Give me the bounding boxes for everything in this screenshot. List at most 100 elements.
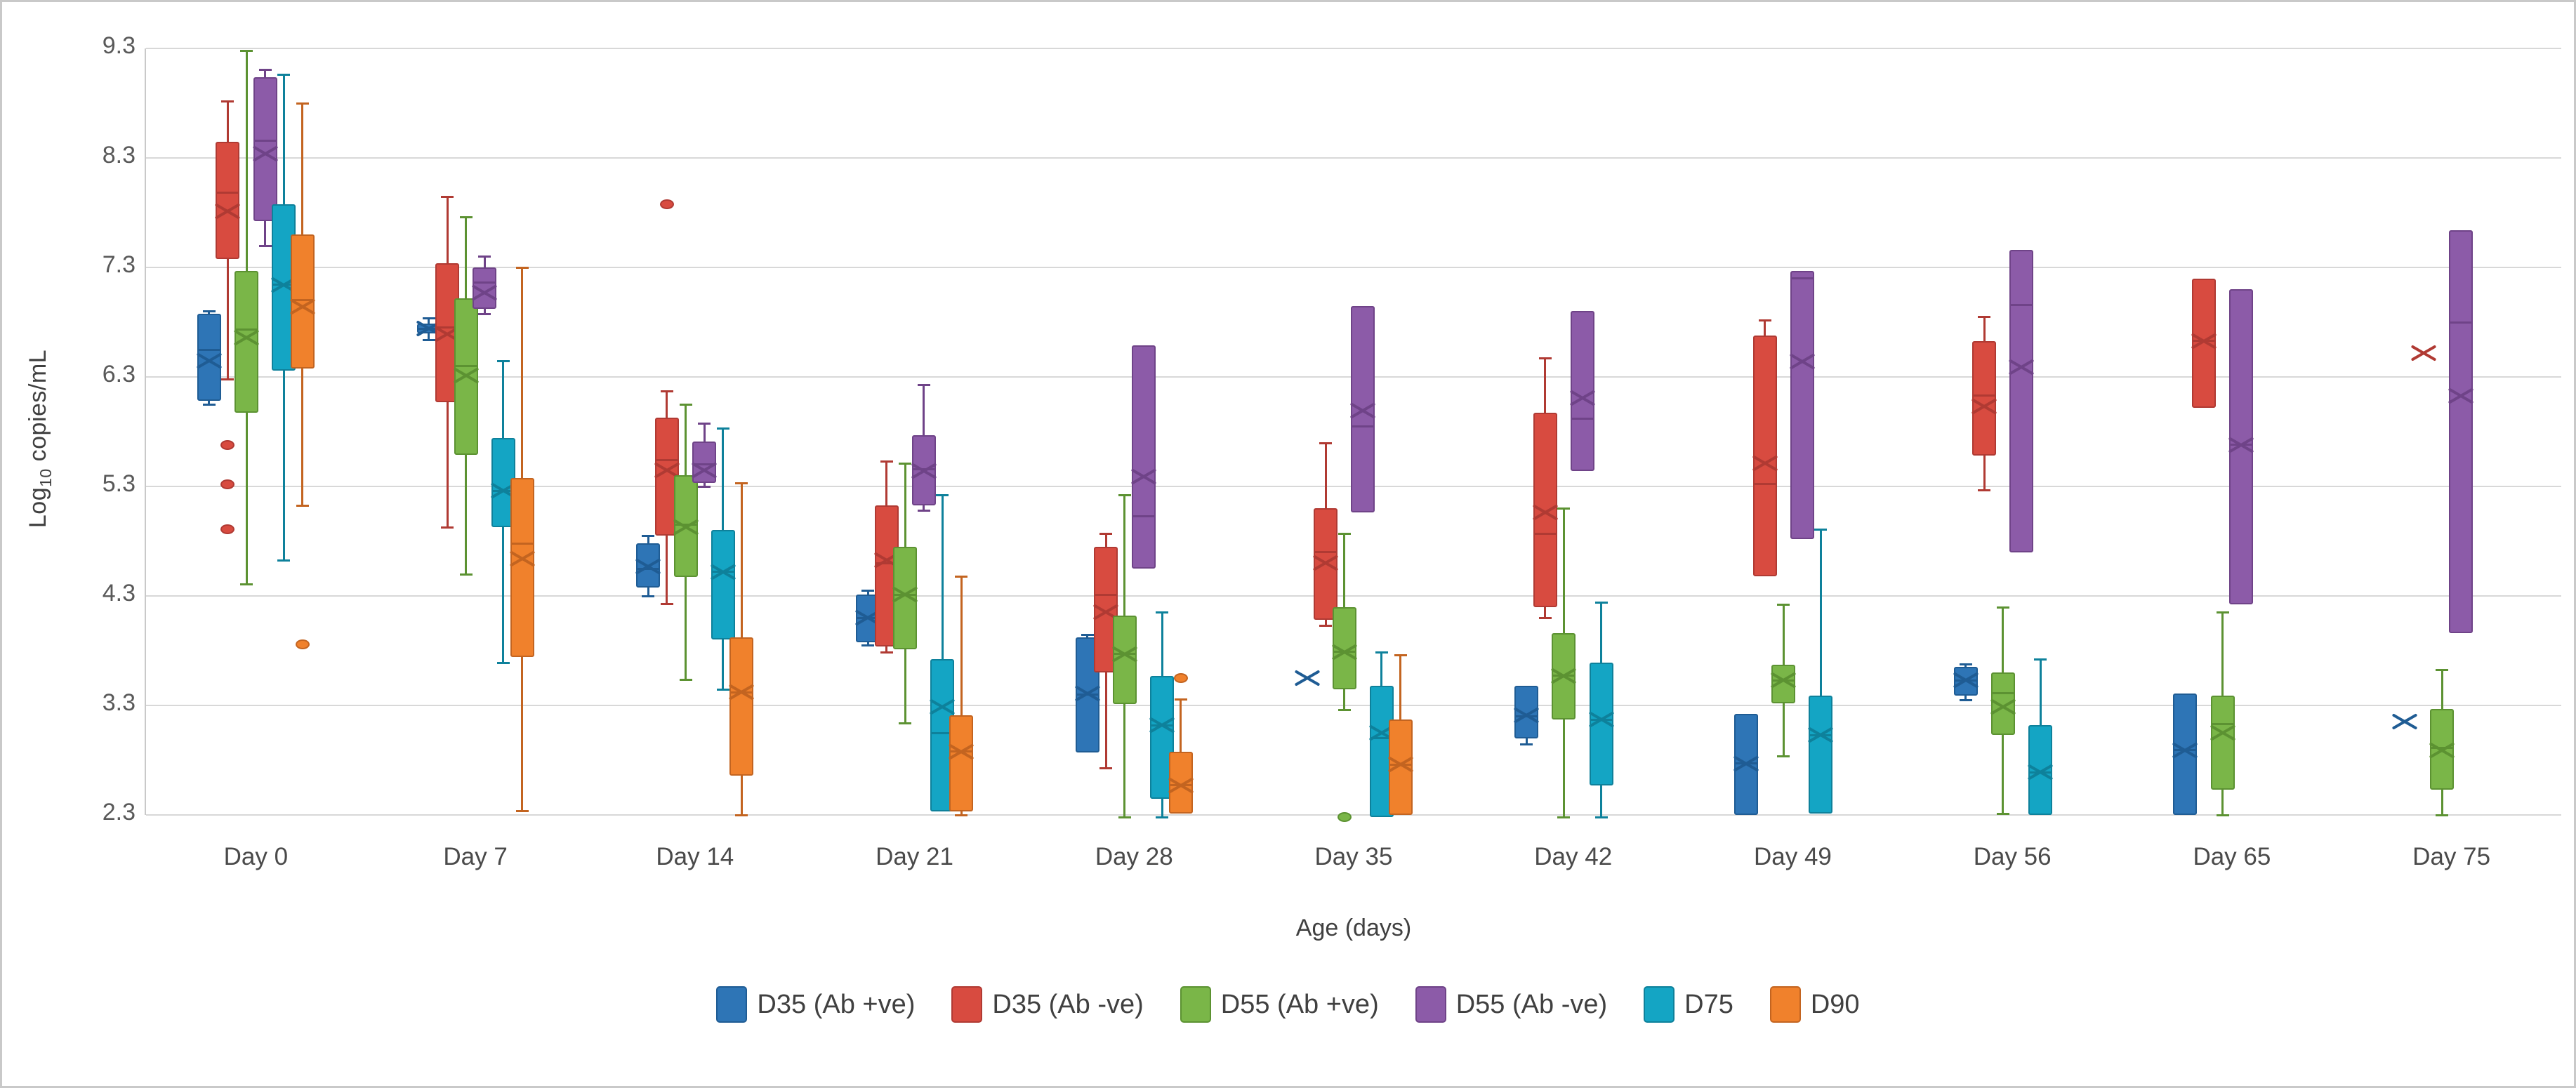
mean-marker <box>472 284 497 302</box>
whisker-cap-upper <box>202 310 216 313</box>
outlier-dot <box>295 639 310 649</box>
whisker-upper <box>740 483 743 638</box>
whisker-cap-lower <box>1557 816 1571 819</box>
x-axis-title: Age (days) <box>1295 915 1412 941</box>
mean-marker <box>2429 741 2455 759</box>
gridline <box>146 814 2561 816</box>
median-line <box>510 542 534 545</box>
whisker-cap-upper <box>642 535 655 538</box>
whisker-upper <box>2440 669 2443 709</box>
whisker-cap-upper <box>1996 606 2009 609</box>
mean-marker <box>1295 669 1320 687</box>
whisker-cap-lower <box>735 814 748 816</box>
mean-marker <box>711 563 736 581</box>
whisker-cap-upper <box>496 359 510 362</box>
whisker-upper <box>1380 651 1383 686</box>
whisker-cap-lower <box>1978 489 1991 491</box>
whisker-lower <box>446 402 449 527</box>
whisker-cap-upper <box>296 102 309 105</box>
whisker-cap-upper <box>1174 698 1187 701</box>
median-line <box>1790 277 1814 280</box>
mean-marker <box>1570 389 1595 407</box>
whisker-cap-lower <box>1099 767 1113 769</box>
legend-label: D90 <box>1810 989 1860 1019</box>
whisker-cap-lower <box>917 510 930 512</box>
x-tick-label: Day 7 <box>443 843 508 870</box>
whisker-lower <box>1324 620 1327 626</box>
whisker-upper <box>1324 442 1327 509</box>
whisker-lower <box>685 577 687 679</box>
whisker-cap-upper <box>1118 494 1131 497</box>
y-tick-label: 2.3 <box>102 799 136 825</box>
mean-marker <box>1075 684 1100 703</box>
whisker-cap-lower <box>258 244 272 247</box>
mean-marker <box>510 550 535 568</box>
legend-swatch <box>1769 986 1801 1023</box>
whisker-cap-lower <box>2436 814 2449 816</box>
whisker-upper <box>1343 533 1346 607</box>
whisker-cap-lower <box>679 678 692 681</box>
box <box>2448 230 2473 634</box>
whisker-cap-lower <box>1337 709 1351 712</box>
median-line <box>1131 515 1156 517</box>
whisker-cap-upper <box>880 460 893 463</box>
box <box>711 530 735 640</box>
mean-marker <box>1112 645 1137 663</box>
gridline <box>146 48 2561 49</box>
median-line <box>2009 303 2034 306</box>
whisker-cap-lower <box>880 651 893 654</box>
mean-marker <box>1771 671 1796 689</box>
median-line <box>1094 593 1118 596</box>
whisker-cap-lower <box>496 662 510 665</box>
whisker-cap-lower <box>277 559 291 562</box>
legend-item: D55 (Ab +ve) <box>1180 986 1379 1023</box>
whisker-cap-lower <box>899 722 912 724</box>
whisker-cap-upper <box>240 50 253 53</box>
mean-marker <box>1733 755 1759 773</box>
whisker-cap-upper <box>1081 633 1094 636</box>
gridline <box>146 705 2561 706</box>
legend-swatch <box>1415 986 1446 1023</box>
whisker-upper <box>1983 317 1986 341</box>
x-tick-label: Day 28 <box>1095 843 1173 870</box>
mean-marker <box>673 518 699 536</box>
whisker-upper <box>941 495 944 660</box>
mean-marker <box>930 698 955 716</box>
whisker-lower <box>465 454 468 574</box>
whisker-cap-lower <box>861 644 875 647</box>
whisker-upper <box>1764 319 1766 336</box>
x-tick-label: Day 49 <box>1753 843 1832 870</box>
mean-marker <box>692 461 717 479</box>
box <box>1809 695 1833 814</box>
whisker-upper <box>2002 606 2004 673</box>
whisker-lower <box>1782 703 1785 756</box>
mean-marker <box>1131 467 1156 486</box>
outlier-dot <box>659 199 674 209</box>
box <box>2210 695 2235 790</box>
whisker-cap-upper <box>1319 442 1333 444</box>
mean-marker <box>197 352 222 370</box>
whisker-upper <box>2221 612 2224 696</box>
whisker-cap-upper <box>698 422 711 425</box>
median-line <box>253 139 277 142</box>
whisker-upper <box>301 103 304 235</box>
whisker-upper <box>1180 698 1182 752</box>
mean-marker <box>2172 741 2198 759</box>
whisker-cap-upper <box>861 590 875 592</box>
mean-marker <box>1953 671 1979 689</box>
whisker-upper <box>866 590 869 595</box>
mean-marker <box>1790 352 1815 371</box>
mean-marker <box>949 743 974 761</box>
outlier-dot <box>220 524 235 534</box>
whisker-upper <box>1161 612 1163 676</box>
median-line <box>1533 532 1557 535</box>
whisker-lower <box>904 649 906 723</box>
whisker-lower <box>647 587 649 596</box>
whisker-cap-upper <box>1978 316 1991 319</box>
whisker-upper <box>1399 655 1401 720</box>
median-line <box>1314 551 1338 554</box>
whisker-lower <box>703 483 706 486</box>
mean-marker <box>1514 706 1539 724</box>
